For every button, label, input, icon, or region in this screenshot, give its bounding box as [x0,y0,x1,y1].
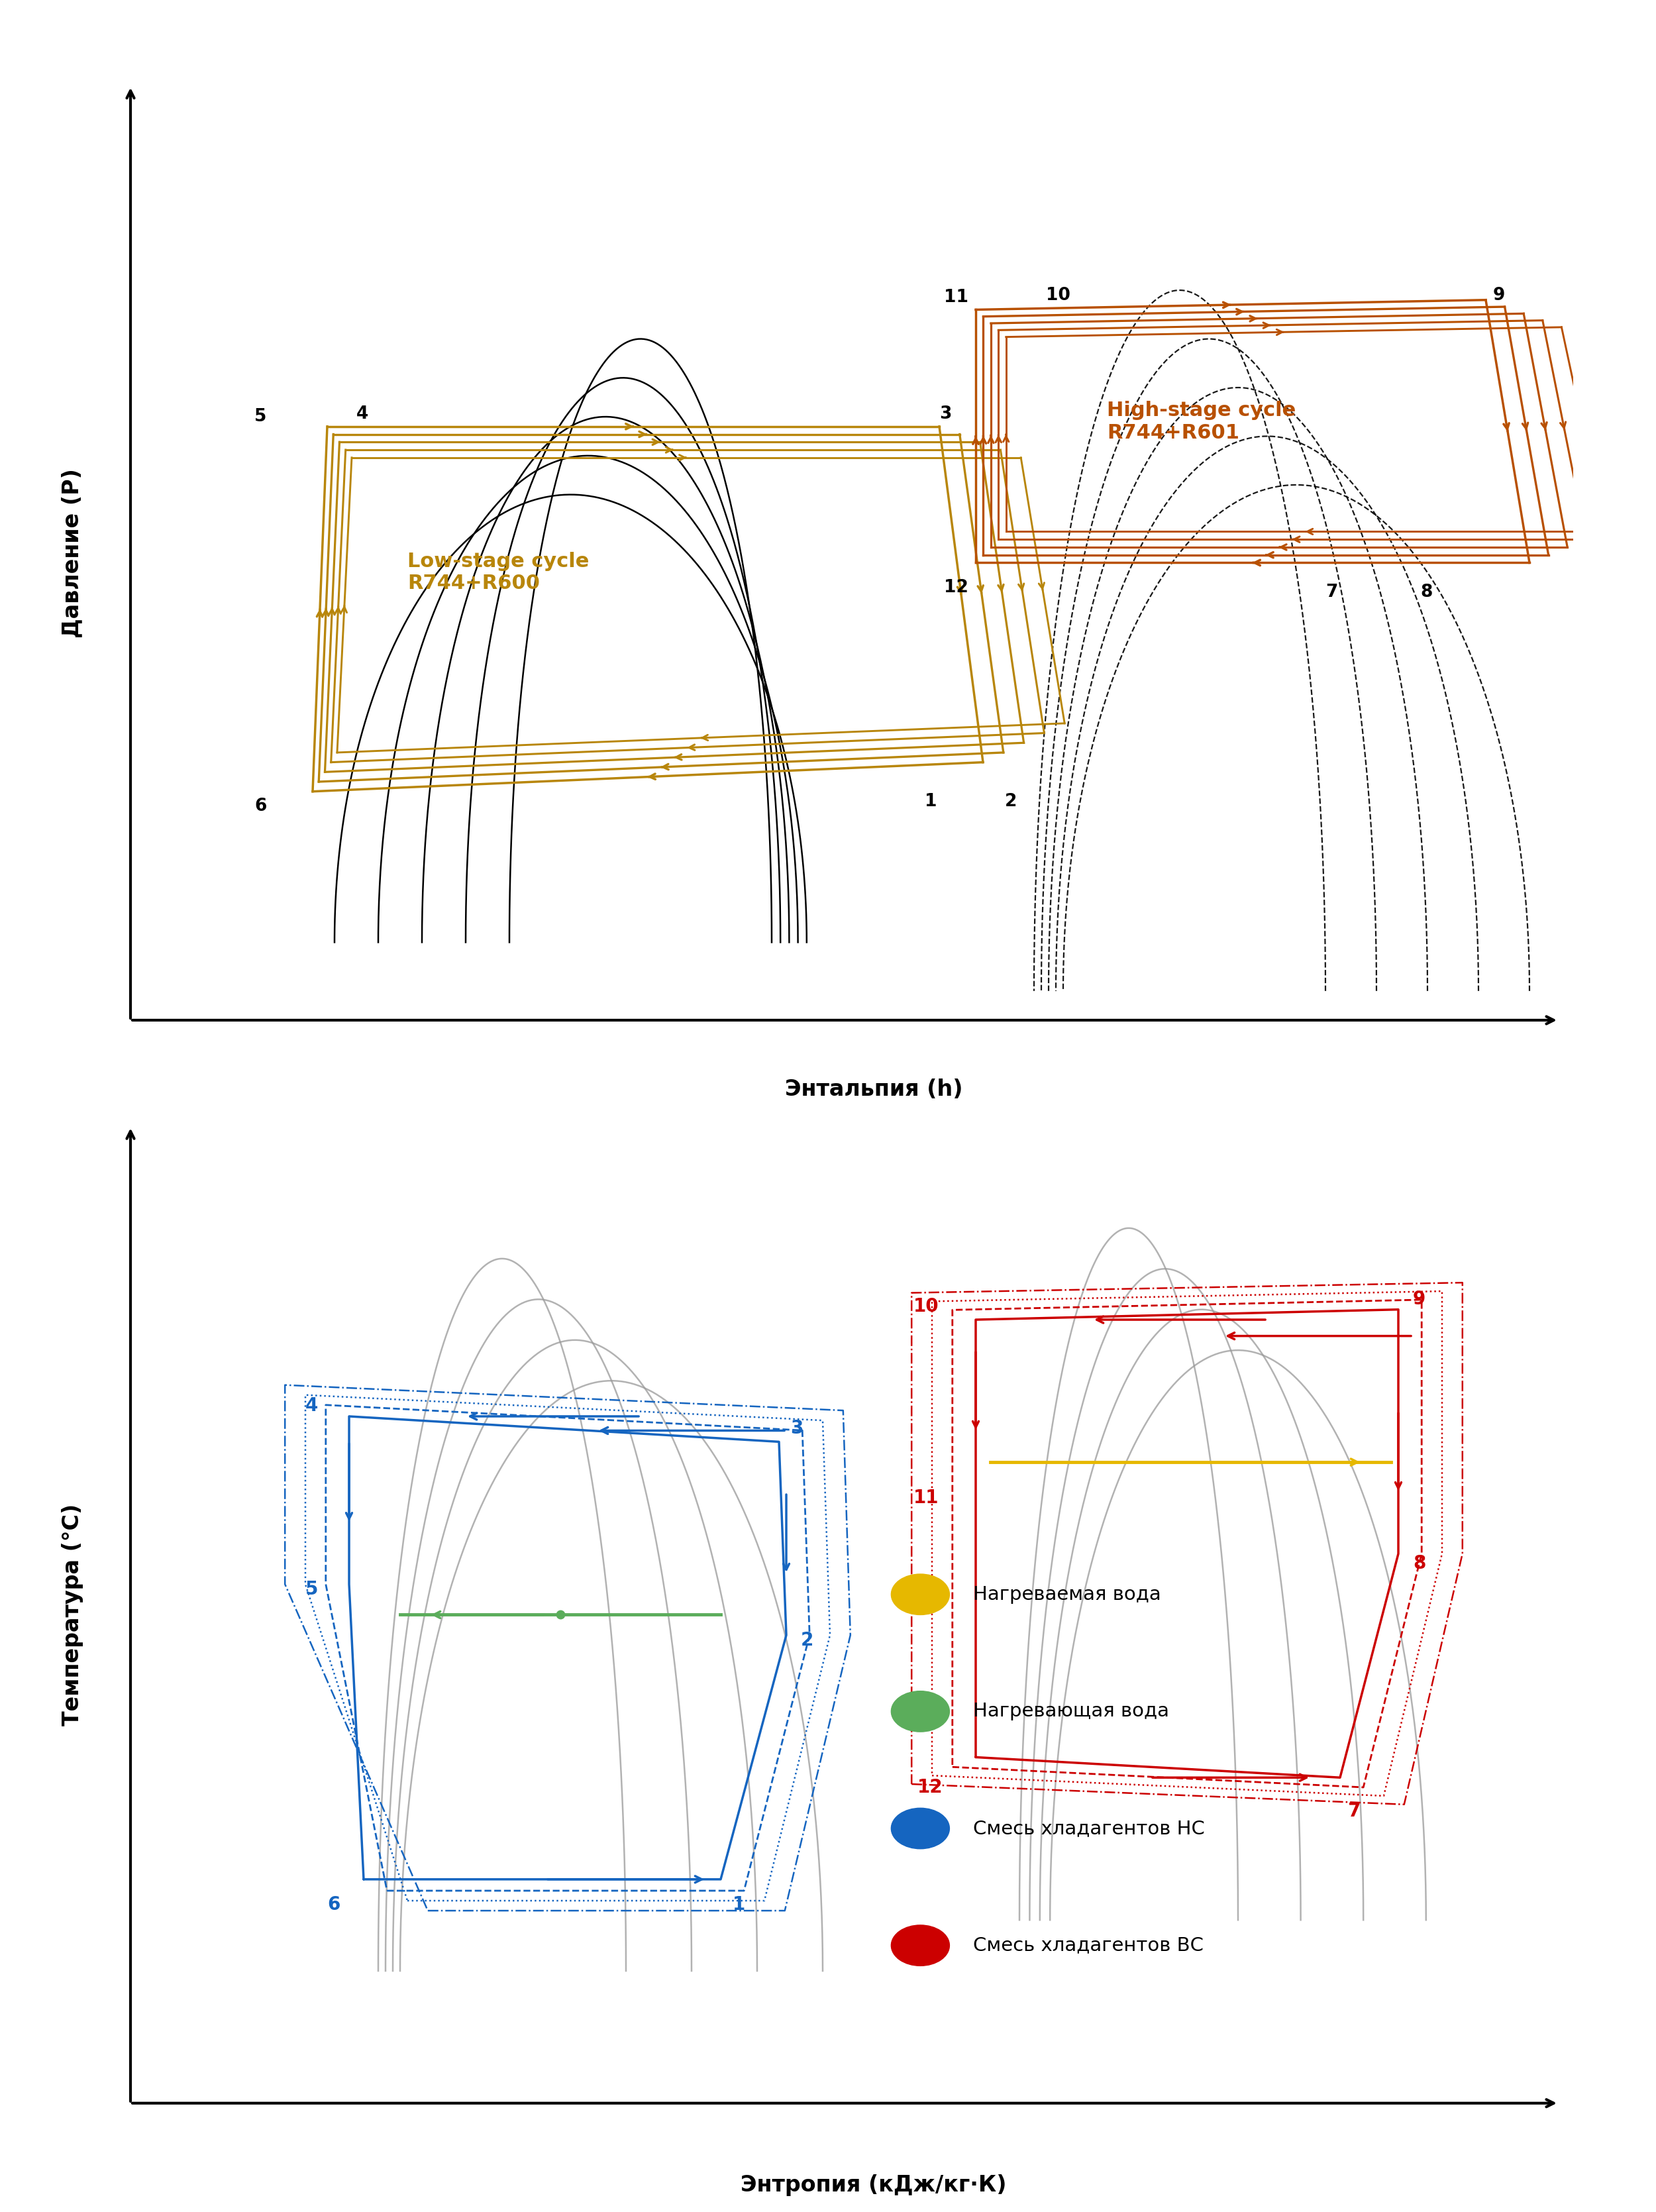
Text: High-stage cycle
R744+R601: High-stage cycle R744+R601 [1106,400,1297,442]
Text: Low-stage cycle
R744+R600: Low-stage cycle R744+R600 [407,551,590,593]
Text: 6: 6 [328,1896,339,1913]
Text: 7: 7 [1325,584,1338,602]
Text: 5: 5 [305,1579,318,1599]
Text: Смесь хладагентов ВС: Смесь хладагентов ВС [972,1936,1204,1955]
Text: 9: 9 [1413,1290,1426,1307]
Text: Энтропия (кДж/кг·К): Энтропия (кДж/кг·К) [740,2174,1007,2197]
Text: 9: 9 [1494,288,1505,303]
Circle shape [891,1690,949,1732]
Text: Энтальпия (h): Энтальпия (h) [785,1079,962,1099]
Text: 11: 11 [944,288,969,305]
Text: 2: 2 [1005,792,1017,810]
Text: 12: 12 [917,1778,942,1796]
Circle shape [891,1807,949,1849]
Circle shape [891,1575,949,1615]
Text: 3: 3 [939,405,952,422]
Text: 8: 8 [1413,1555,1426,1573]
Text: 5: 5 [255,409,267,425]
Text: 11: 11 [912,1489,939,1506]
Text: 6: 6 [255,799,267,814]
Text: 4: 4 [356,405,368,422]
Text: Давление (P): Давление (P) [61,469,83,637]
Text: 3: 3 [790,1420,803,1438]
Text: 7: 7 [1348,1801,1360,1820]
Text: 1: 1 [732,1896,745,1913]
Text: 1: 1 [924,792,937,810]
Text: 2: 2 [802,1630,813,1650]
Text: 4: 4 [305,1396,318,1416]
Text: Смесь хладагентов НС: Смесь хладагентов НС [972,1818,1204,1838]
Text: 12: 12 [944,580,969,595]
Text: Нагреваемая вода: Нагреваемая вода [972,1586,1161,1604]
Text: 10: 10 [1045,288,1070,303]
Text: 10: 10 [912,1296,939,1316]
Text: Нагревающая вода: Нагревающая вода [972,1703,1169,1721]
Text: Температура (°C): Температура (°C) [61,1504,83,1725]
Circle shape [891,1924,949,1966]
Text: 8: 8 [1421,584,1432,602]
